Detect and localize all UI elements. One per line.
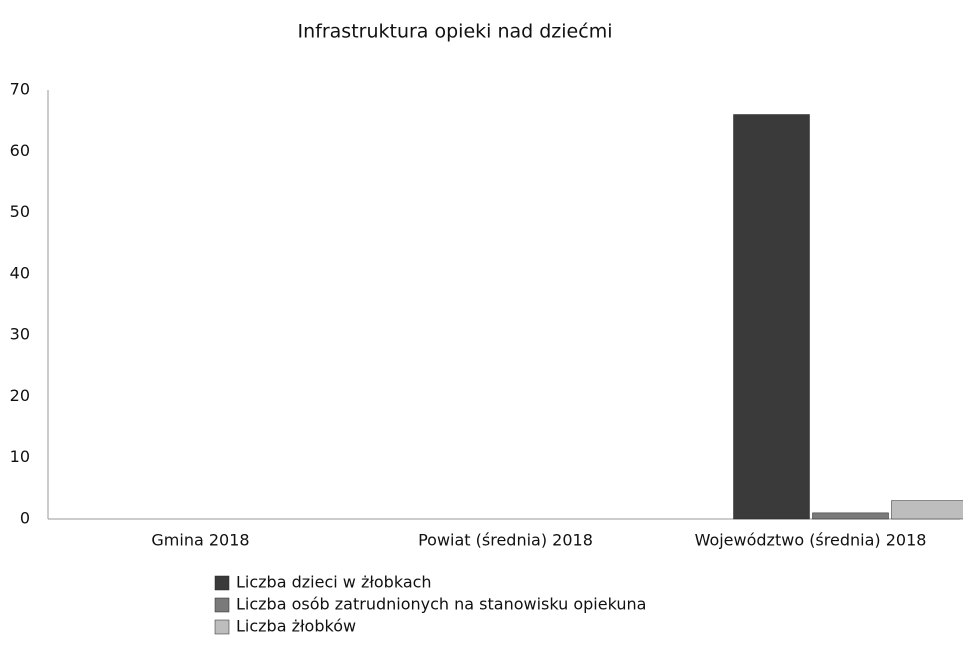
y-tick-label: 70 [10, 80, 30, 99]
bar [812, 512, 889, 520]
y-tick-label: 30 [10, 325, 30, 344]
bar [733, 114, 810, 520]
y-tick-label: 10 [10, 447, 30, 466]
legend-swatch [214, 575, 230, 591]
chart-title: Infrastruktura opieki nad dziećmi [298, 21, 613, 43]
y-tick-label: 20 [10, 386, 30, 405]
y-tick-label: 40 [10, 263, 30, 282]
legend-swatch [214, 597, 230, 613]
legend-label: Liczba żłobków [236, 617, 356, 636]
y-tick-label: 60 [10, 141, 30, 160]
x-tick-label: Gmina 2018 [151, 531, 249, 550]
bar [891, 500, 963, 520]
y-tick-label: 50 [10, 202, 30, 221]
y-tick-label: 0 [20, 509, 30, 528]
legend-label: Liczba dzieci w żłobkach [236, 573, 432, 592]
legend-swatch [214, 619, 230, 635]
x-tick-label: Województwo (średnia) 2018 [695, 531, 927, 550]
legend-label: Liczba osób zatrudnionych na stanowisku … [236, 595, 646, 614]
x-tick-label: Powiat (średnia) 2018 [418, 531, 593, 550]
